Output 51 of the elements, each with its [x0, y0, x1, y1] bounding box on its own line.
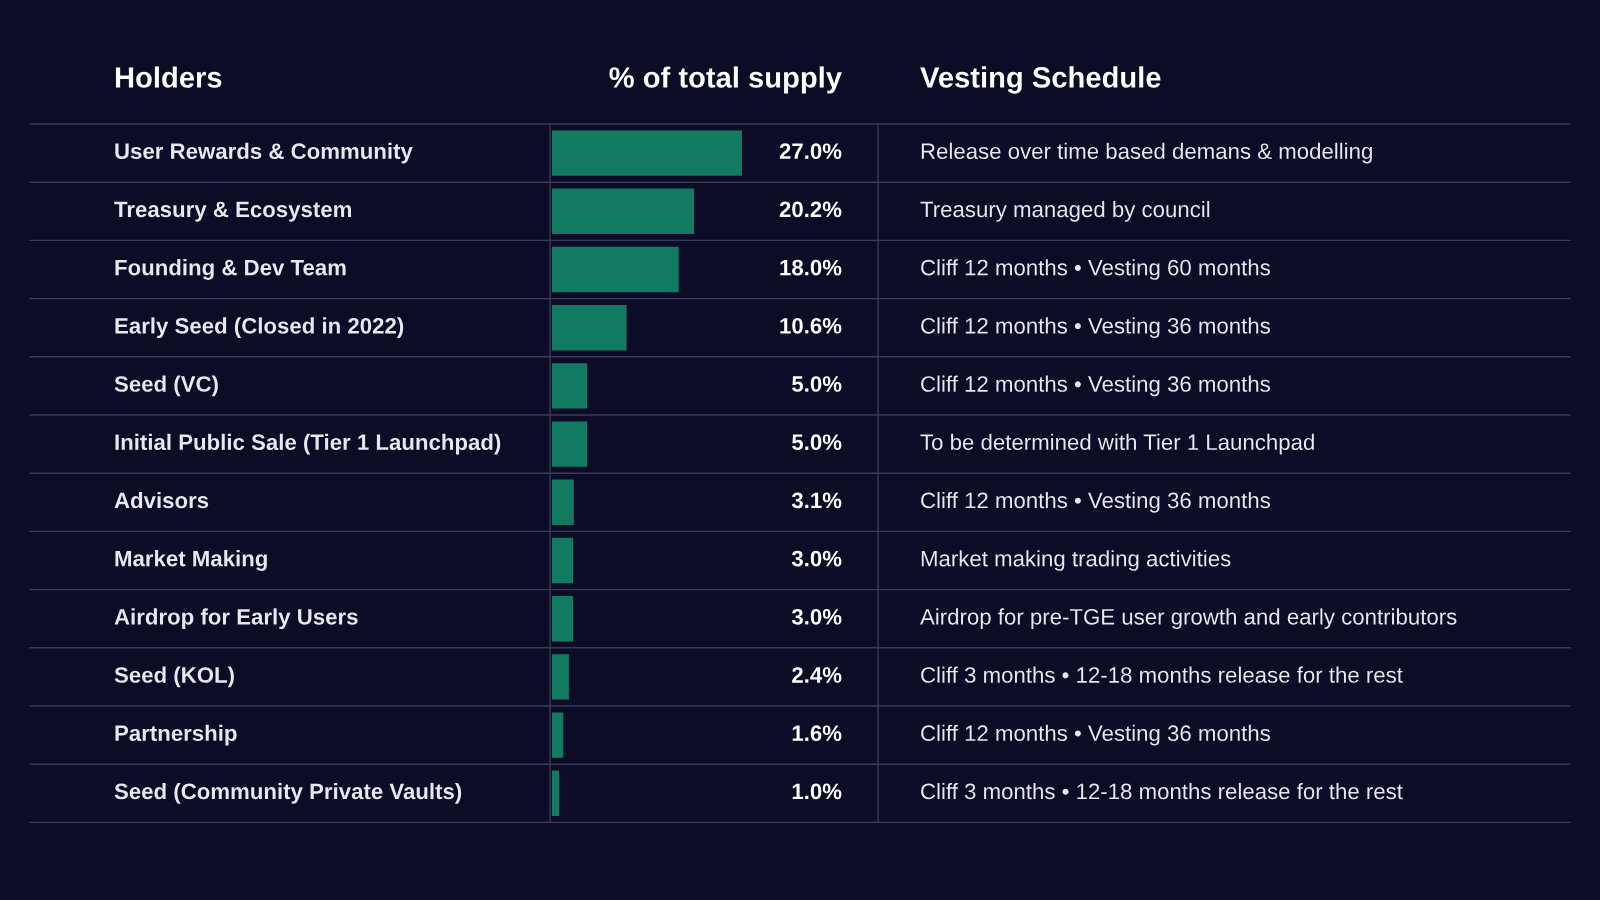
bar — [552, 479, 574, 525]
bar — [552, 363, 588, 409]
text: Cliff 3 months • 12-18 months release for the rest — [921, 666, 1403, 683]
data-label: 10.6% — [780, 317, 842, 334]
data-label: 18.0% — [780, 259, 842, 276]
y-tick-label: Seed (Community Private Vaults) — [114, 782, 462, 804]
data-label: 2.4% — [792, 667, 842, 683]
y-tick-label: Seed (KOL) — [114, 666, 234, 688]
data-label: 3.0% — [791, 608, 842, 625]
text: To be determined with Tier 1 Launchpad — [920, 433, 1314, 455]
bar — [552, 596, 574, 642]
y-tick-label: User Rewards & Community — [115, 142, 413, 164]
y-tick-label: Market Making — [115, 550, 267, 571]
y-axis-title: Holders — [115, 66, 222, 88]
data-label: 5.0% — [792, 434, 842, 451]
text: Cliff 12 months • Vesting 36 months — [921, 317, 1270, 339]
data-label: 1.6% — [792, 725, 842, 742]
y-tick-label: Founding & Dev Team — [115, 259, 346, 280]
text: Release over time based demans & modelling — [921, 142, 1372, 164]
y-tick-label: Early Seed (Closed in 2022) — [115, 317, 404, 339]
y-tick-label: Advisors — [114, 491, 209, 509]
y-tick-label: Treasury & Ecosystem — [114, 201, 352, 222]
bar — [552, 188, 695, 234]
bar — [552, 712, 564, 758]
text: Treasury managed by council — [920, 200, 1210, 222]
text: Cliff 12 months • Vesting 36 months — [921, 491, 1270, 513]
text: Cliff 12 months • Vesting 36 months — [921, 724, 1270, 746]
bar — [552, 305, 627, 351]
data-label: 3.0% — [791, 550, 842, 567]
x-axis-title: % of total supply — [609, 66, 842, 94]
text: Airdrop for pre-TGE user growth and early contributors — [920, 608, 1457, 630]
bar — [552, 537, 574, 584]
data-label: 3.1% — [791, 492, 842, 509]
bar — [552, 770, 560, 816]
bar — [552, 130, 742, 176]
text: Cliff 12 months • Vesting 36 months — [921, 375, 1270, 397]
bar — [552, 654, 569, 700]
data-label: 5.0% — [792, 376, 842, 392]
y-tick-label: Initial Public Sale (Tier 1 Launchpad) — [115, 433, 501, 455]
text: Vesting Schedule — [920, 66, 1161, 94]
bar — [552, 246, 679, 293]
data-label: 1.0% — [792, 783, 842, 800]
data-label: 27.0% — [779, 143, 842, 160]
text: Cliff 3 months • 12-18 months release for the rest — [921, 782, 1403, 800]
y-tick-label: Partnership — [115, 724, 237, 746]
text: Cliff 12 months • Vesting 60 months — [921, 259, 1270, 280]
bar — [552, 421, 588, 467]
text: Market making trading activities — [921, 550, 1231, 571]
y-tick-label: Airdrop for Early Users — [114, 608, 358, 630]
y-tick-label: Seed (VC) — [114, 375, 218, 397]
data-label: 20.2% — [779, 201, 842, 218]
